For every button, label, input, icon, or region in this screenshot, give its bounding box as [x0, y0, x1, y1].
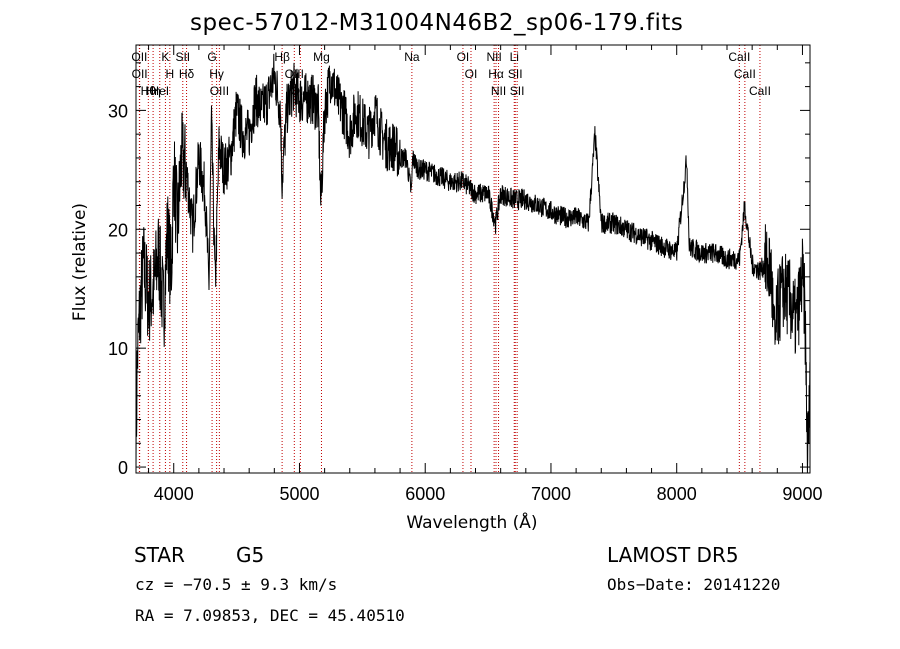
y-tick-label: 30 — [108, 101, 128, 121]
plot-frame — [135, 44, 811, 474]
spectral-line-label: OIII — [210, 84, 229, 98]
x-tick-label: 9000 — [782, 484, 822, 504]
y-axis-label: Flux (relative) — [70, 203, 90, 321]
x-tick-label: 7000 — [531, 484, 571, 504]
obs-date: Obs−Date: 20141220 — [607, 575, 781, 594]
survey-name: LAMOST DR5 — [607, 543, 739, 567]
x-axis-label: Wavelength (Å) — [406, 511, 537, 533]
x-tick-label: 4000 — [154, 484, 194, 504]
coordinates: RA = 7.09853, DEC = 45.40510 — [135, 606, 405, 625]
y-tick-label: 0 — [118, 458, 128, 478]
spectral-line-label: SII — [175, 50, 190, 64]
x-tick-label: 6000 — [405, 484, 445, 504]
spectral-line-label: HeI — [150, 84, 169, 98]
spectral-line-label: CaII — [728, 50, 750, 64]
object-class: STAR — [134, 543, 185, 567]
spectral-line-label: NII — [491, 84, 506, 98]
spectral-line-label: Hα — [488, 67, 504, 81]
chart-title: spec-57012-M31004N46B2_sp06-179.fits — [190, 10, 684, 36]
x-tick-label: 8000 — [657, 484, 697, 504]
spectral-line-label: Hθ — [141, 84, 157, 98]
spectral-line-label: Hβ — [274, 50, 290, 64]
spectral-line-label: Li — [510, 50, 519, 64]
spectral-line-label: OI — [457, 50, 470, 64]
spectral-line-label: G — [207, 50, 216, 64]
y-tick-label: 20 — [108, 220, 128, 240]
spectrum-series — [135, 53, 811, 474]
spectral-line-label: OI — [465, 67, 478, 81]
object-subclass: G5 — [236, 543, 265, 567]
y-tick-label: 10 — [108, 339, 128, 359]
spectral-line-label: Hη — [145, 84, 160, 98]
redshift-cz: cz = −70.5 ± 9.3 km/s — [135, 575, 338, 594]
spectral-line-label: CaII — [749, 84, 771, 98]
spectral-line-label: OII — [131, 50, 147, 64]
x-tick-label: 5000 — [279, 484, 319, 504]
spectral-line-label: OII — [132, 67, 148, 81]
spectral-line-label: K — [161, 50, 169, 64]
spectral-line-label: SII — [508, 67, 523, 81]
spectral-line-label: Hδ — [179, 67, 195, 81]
spectral-line-label: Hγ — [209, 67, 224, 81]
spectral-line-label: NII — [486, 50, 501, 64]
spectral-line-label: CaII — [734, 67, 756, 81]
spectral-line-label: SII — [510, 84, 525, 98]
spectral-line-label: Na — [404, 50, 420, 64]
spectral-line-label: Mg — [313, 50, 330, 64]
spectral-line-label: H — [165, 67, 174, 81]
